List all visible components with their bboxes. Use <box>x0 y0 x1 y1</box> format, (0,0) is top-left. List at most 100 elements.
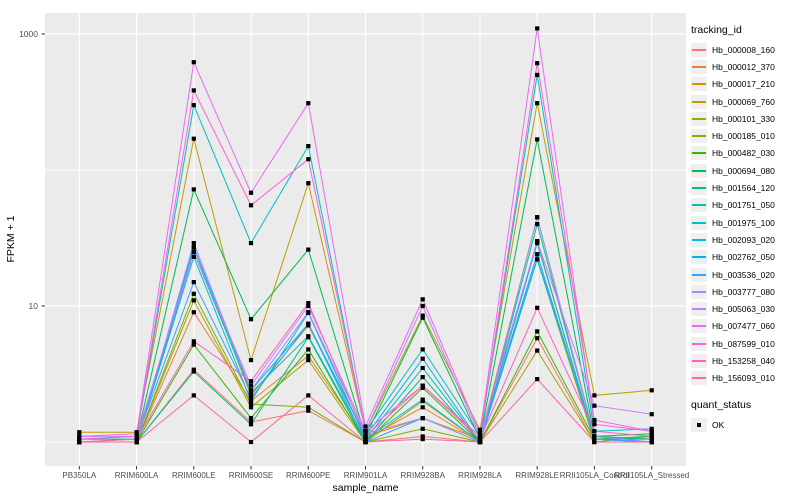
legend-title-tracking-id: tracking_id <box>691 24 742 36</box>
legend-entry-Hb_153258_040: Hb_153258_040 <box>691 352 799 369</box>
legend-key-ok <box>691 417 707 432</box>
legend-entry-label: Hb_005063_030 <box>712 304 775 315</box>
data-point <box>649 429 654 434</box>
data-point <box>306 321 311 326</box>
legend-entry-label: Hb_000012_370 <box>712 61 775 72</box>
legend-key-swatch <box>691 146 707 161</box>
data-point <box>248 393 254 398</box>
legend-key-swatch <box>691 129 707 144</box>
data-point <box>306 405 311 410</box>
data-point <box>592 437 597 442</box>
x-tick-label: PB350LA <box>62 471 96 480</box>
data-point <box>306 303 311 309</box>
data-point <box>649 439 654 445</box>
data-point <box>191 249 196 254</box>
legend-entry-Hb_000185_010: Hb_000185_010 <box>691 127 799 144</box>
data-point <box>191 88 196 93</box>
data-point <box>420 426 425 431</box>
data-point <box>191 60 196 65</box>
data-point <box>306 358 311 363</box>
data-point <box>306 247 311 252</box>
legend-entry-label: Hb_156093_010 <box>712 373 775 384</box>
data-point <box>420 315 425 320</box>
data-point <box>535 239 540 244</box>
data-point <box>248 203 254 208</box>
data-point <box>306 310 311 315</box>
data-point <box>306 181 311 186</box>
data-point <box>477 431 483 436</box>
data-point <box>248 190 254 195</box>
data-point <box>420 405 425 410</box>
data-point <box>77 430 82 435</box>
x-tick-label: RRII105LA_Stressed <box>614 471 689 480</box>
legend-key-swatch <box>691 111 707 126</box>
legend-entry-ok: OK <box>691 416 799 433</box>
data-point <box>248 390 254 395</box>
data-point <box>306 301 311 306</box>
data-point <box>248 358 254 363</box>
data-point <box>191 245 196 250</box>
series-color-line-icon <box>692 117 706 120</box>
series-color-line-icon <box>692 135 706 138</box>
data-point <box>248 439 254 445</box>
legend-entry-label: Hb_153258_040 <box>712 355 775 366</box>
legend-entry-Hb_000069_760: Hb_000069_760 <box>691 93 799 110</box>
data-point <box>535 252 540 257</box>
legend-entry-label: Hb_001751_050 <box>712 200 775 211</box>
legend-entry-Hb_000694_080: Hb_000694_080 <box>691 162 799 179</box>
data-point <box>535 61 540 66</box>
data-point <box>592 418 597 423</box>
x-tick-label: RRIM600SE <box>229 471 273 480</box>
legend-key-swatch <box>691 371 707 386</box>
data-point <box>420 375 425 380</box>
legend-entry-Hb_007477_060: Hb_007477_060 <box>691 318 799 335</box>
data-point <box>363 434 368 439</box>
data-point <box>134 439 139 445</box>
data-point <box>248 420 254 425</box>
legend-entry-Hb_001564_120: Hb_001564_120 <box>691 179 799 196</box>
data-point <box>535 72 540 77</box>
legend: tracking_id Hb_000008_160 Hb_000012_370 Hb… <box>691 24 799 433</box>
data-point <box>535 101 540 106</box>
x-tick-label: RRIM901LA <box>344 471 388 480</box>
data-point <box>535 336 540 341</box>
data-point <box>363 439 368 445</box>
legend-entry-label: Hb_001975_100 <box>712 217 775 228</box>
data-point <box>306 408 311 413</box>
y-tick-label-10: 10 <box>28 301 38 311</box>
x-tick-label: RRIM600PE <box>286 471 330 480</box>
data-point <box>134 431 139 436</box>
legend-key-swatch <box>691 77 707 92</box>
legend-key-swatch <box>691 336 707 351</box>
legend-entry-label: Hb_000101_330 <box>712 113 775 124</box>
data-point <box>248 405 254 410</box>
series-color-line-icon <box>692 83 706 86</box>
data-point <box>649 412 654 417</box>
data-point <box>592 422 597 427</box>
y-tick-label-1000: 1000 <box>19 29 38 39</box>
data-point <box>535 26 540 31</box>
series-color-line-icon <box>692 187 706 190</box>
data-point <box>191 254 196 259</box>
legend-key-swatch <box>691 94 707 109</box>
data-point <box>420 347 425 352</box>
data-point <box>134 437 139 442</box>
data-point <box>363 437 368 442</box>
x-tick-label: RRIM928LE <box>515 471 559 480</box>
data-point <box>248 241 254 246</box>
x-tick-label: RRII105LA_Control <box>560 471 630 480</box>
data-point <box>649 388 654 393</box>
series-color-line-icon <box>692 100 706 103</box>
series-color-line-icon <box>692 204 706 207</box>
data-point <box>477 437 483 442</box>
data-point <box>649 437 654 442</box>
data-point <box>248 402 254 407</box>
data-point <box>306 157 311 162</box>
data-point <box>191 103 196 108</box>
legend-tracking-entries: Hb_000008_160 Hb_000012_370 Hb_000017_210 H… <box>691 41 799 387</box>
legend-key-swatch <box>691 59 707 74</box>
data-point <box>592 403 597 408</box>
series-color-line-icon <box>692 273 706 276</box>
